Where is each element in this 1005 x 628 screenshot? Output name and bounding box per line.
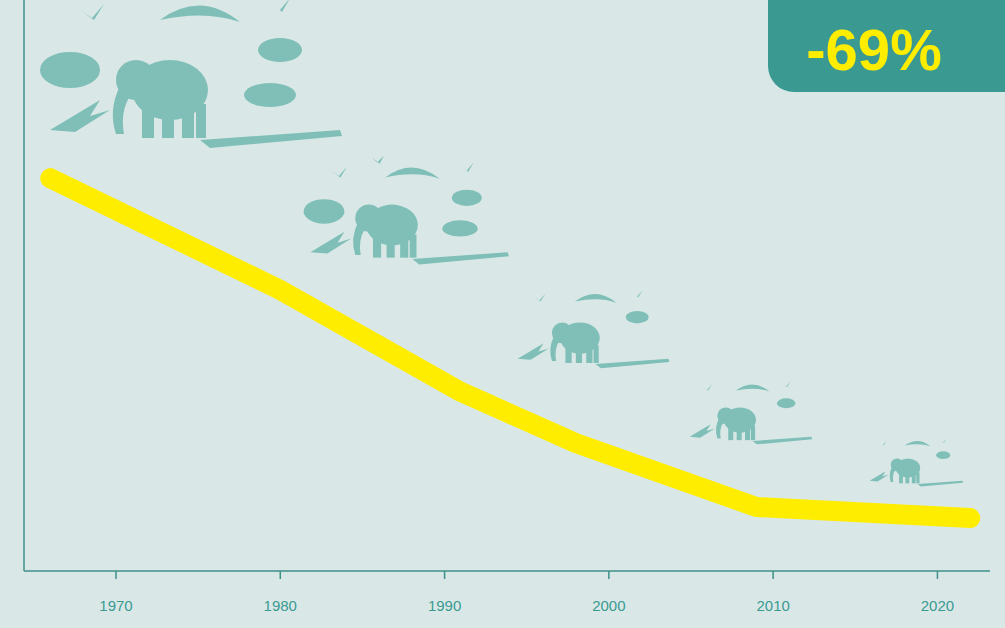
- elephant: [410, 235, 417, 258]
- turtle: [452, 190, 482, 206]
- elephant: [916, 472, 919, 483]
- x-tick: [608, 571, 610, 579]
- bird: [460, 162, 474, 172]
- chart: 1970 1980 1990 2000 2010 2020 -69%: [0, 0, 1005, 628]
- turtle: [626, 311, 649, 323]
- turtle: [777, 398, 795, 408]
- badge: [768, 0, 1005, 92]
- elephant: [113, 86, 130, 134]
- x-tick: [772, 571, 774, 579]
- shark: [518, 343, 549, 360]
- x-tick-label: 2010: [756, 597, 789, 614]
- x-tick-label: 1970: [99, 597, 132, 614]
- elephant: [899, 474, 903, 484]
- bird: [940, 439, 946, 443]
- plot-area: [50, 178, 970, 518]
- bird: [782, 381, 790, 387]
- dolphin: [385, 168, 439, 179]
- dolphin: [905, 441, 931, 446]
- elephant: [728, 428, 733, 441]
- elephant: [565, 347, 571, 363]
- dolphin: [160, 5, 240, 22]
- x-tick: [444, 571, 446, 579]
- x-tick: [280, 571, 282, 579]
- elephant: [586, 347, 592, 363]
- elephant: [737, 428, 742, 441]
- x-axis: [24, 570, 990, 572]
- elephant: [751, 426, 755, 440]
- elephant: [387, 237, 395, 257]
- turtle: [936, 451, 950, 459]
- crocodile: [596, 359, 670, 368]
- animal-silhouettes: [40, 0, 342, 148]
- elephant: [716, 418, 723, 438]
- bird: [372, 156, 384, 164]
- elephant: [400, 237, 408, 257]
- x-tick-label: 1990: [428, 597, 461, 614]
- elephant: [353, 222, 365, 255]
- elephant: [576, 347, 582, 363]
- x-tick: [937, 571, 939, 579]
- x-tick-label: 2000: [592, 597, 625, 614]
- x-tick: [115, 571, 117, 579]
- elephant: [196, 104, 206, 138]
- dolphin: [736, 385, 770, 392]
- bird: [879, 440, 887, 445]
- annotation: -69%: [806, 17, 941, 82]
- elephant: [594, 345, 599, 363]
- elephant: [182, 108, 194, 138]
- rhino: [304, 199, 345, 223]
- x-tick-label: 1980: [264, 597, 297, 614]
- crocodile: [918, 481, 963, 487]
- elephant: [890, 467, 896, 482]
- elephant: [912, 474, 916, 484]
- elephant: [142, 108, 154, 138]
- rhino: [40, 52, 100, 88]
- shark: [870, 471, 889, 481]
- bird: [533, 293, 545, 301]
- bird: [270, 0, 290, 12]
- mammal: [244, 83, 296, 107]
- bird: [632, 290, 642, 297]
- data-line: [50, 178, 970, 518]
- shark: [690, 424, 715, 437]
- turtle: [258, 38, 302, 62]
- elephant: [373, 237, 381, 257]
- elephant: [162, 108, 174, 138]
- elephant: [550, 336, 559, 361]
- elephant: [745, 428, 750, 441]
- bird: [80, 4, 104, 20]
- background: [0, 0, 1005, 628]
- bird: [331, 167, 347, 178]
- animal-silhouettes: [304, 156, 509, 265]
- animal-silhouettes: [870, 439, 963, 487]
- elephant: [905, 474, 909, 484]
- y-axis: [23, 0, 25, 571]
- animal-silhouettes: [690, 381, 813, 444]
- shark: [310, 232, 351, 254]
- crocodile: [200, 130, 342, 148]
- crocodile: [753, 437, 813, 445]
- animal-silhouettes: [518, 290, 670, 368]
- bird: [702, 384, 712, 391]
- x-tick-label: 2020: [921, 597, 954, 614]
- shark: [50, 100, 110, 132]
- mammal: [442, 220, 477, 236]
- crocodile: [412, 252, 509, 264]
- dolphin: [575, 294, 617, 303]
